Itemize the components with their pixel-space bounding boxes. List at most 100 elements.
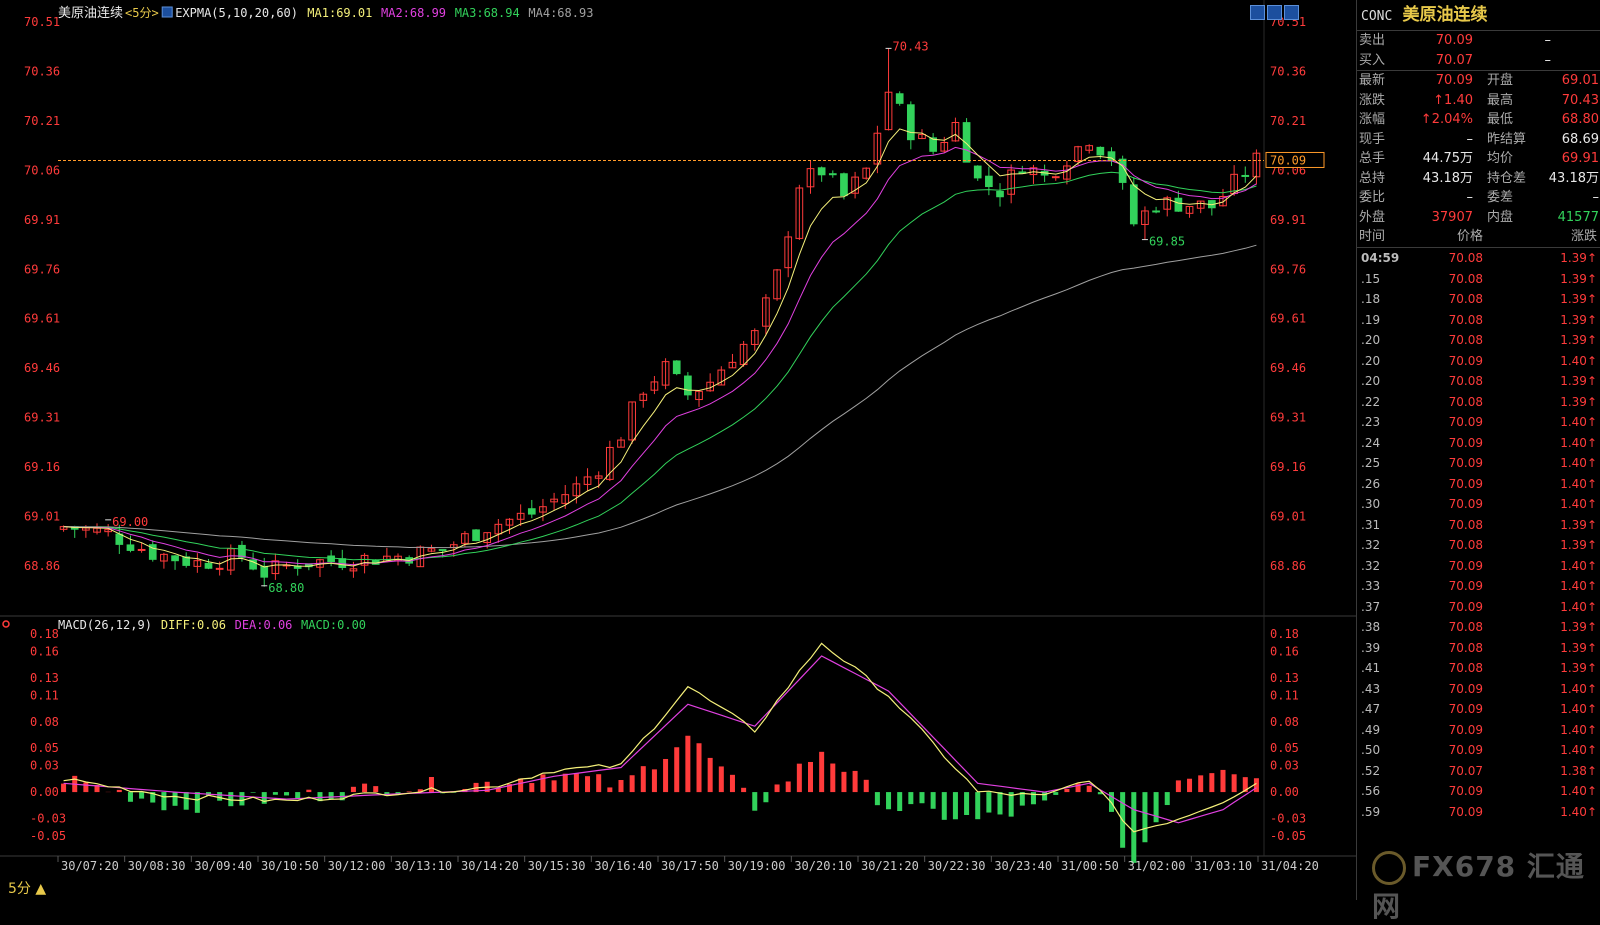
tick-row: .39 70.08 1.39↑ bbox=[1357, 638, 1600, 659]
tick-row: .32 70.08 1.39↑ bbox=[1357, 535, 1600, 556]
tick-change: 1.40↑ bbox=[1560, 456, 1597, 470]
tick-time: .26 bbox=[1361, 476, 1381, 491]
quote-label-2: 委差 bbox=[1487, 190, 1514, 205]
ma1-value: MA1:69.01 bbox=[307, 6, 372, 20]
sell-row: 卖出 70.09 – bbox=[1357, 31, 1600, 51]
time-tick-label: 30/09:40 bbox=[194, 859, 252, 873]
macd-tick-right: 0.16 bbox=[1270, 645, 1299, 659]
candle-body bbox=[762, 297, 770, 327]
quote-label: 总持 bbox=[1359, 170, 1386, 186]
candle-body bbox=[1096, 146, 1105, 156]
tick-time: .23 bbox=[1361, 415, 1381, 429]
candle-body bbox=[906, 104, 915, 141]
tick-list[interactable]: 04:59 70.08 1.39↑ .15 70.08 1.39↑ .18 70.08 1.39… bbox=[1357, 248, 1600, 822]
time-tick-label: 30/08:30 bbox=[128, 859, 186, 873]
price-tick-left: 69.46 bbox=[24, 361, 60, 375]
quote-value-2: 43.18万 bbox=[1548, 170, 1599, 186]
tick-row: .41 70.08 1.39↑ bbox=[1357, 658, 1600, 679]
tick-price: 70.08 bbox=[1448, 517, 1483, 532]
price-tick-left: 69.01 bbox=[24, 510, 60, 524]
macd-diff-value: DIFF:0.06 bbox=[161, 618, 226, 632]
tick-change: 1.39↑ bbox=[1560, 620, 1597, 634]
tick-price: 70.08 bbox=[1448, 374, 1483, 388]
tick-time: .19 bbox=[1361, 312, 1381, 327]
extreme-label: 70.43 bbox=[893, 39, 929, 53]
tick-price: 70.08 bbox=[1448, 640, 1483, 655]
macd-tick-right: 0.03 bbox=[1270, 759, 1299, 773]
tick-row: .26 70.09 1.40↑ bbox=[1357, 474, 1600, 495]
candle-body bbox=[360, 554, 369, 566]
price-tick-left: 70.21 bbox=[24, 114, 60, 128]
buy-label: 买入 bbox=[1359, 52, 1386, 68]
tick-row: .38 70.08 1.39↑ bbox=[1357, 617, 1600, 638]
tick-row: .31 70.08 1.39↑ bbox=[1357, 515, 1600, 536]
zoom-icon[interactable] bbox=[1267, 5, 1282, 20]
time-tick-label: 30/19:00 bbox=[728, 859, 786, 873]
price-tick-right: 68.86 bbox=[1270, 559, 1306, 573]
tick-time: .49 bbox=[1361, 722, 1381, 737]
tick-row: .33 70.09 1.40↑ bbox=[1357, 576, 1600, 597]
candle-body bbox=[427, 548, 436, 552]
quote-row: 总手 44.75万 均价 69.91 bbox=[1357, 149, 1600, 169]
candle-body bbox=[1141, 210, 1149, 225]
quote-label: 涨幅 bbox=[1359, 112, 1386, 127]
ma2-line bbox=[63, 146, 1257, 566]
extreme-label: 69.00 bbox=[112, 515, 148, 529]
quote-value: 43.18万 bbox=[1422, 170, 1473, 186]
price-tick-left: 69.31 bbox=[24, 411, 60, 425]
layout-icon[interactable] bbox=[1250, 5, 1265, 20]
tick-change: 1.40↑ bbox=[1560, 681, 1597, 696]
tick-price: 70.08 bbox=[1448, 312, 1483, 327]
candle-body bbox=[238, 544, 246, 558]
tick-time: .20 bbox=[1361, 353, 1381, 368]
candle-body bbox=[160, 553, 168, 562]
candle-body bbox=[940, 141, 949, 152]
tick-time: .20 bbox=[1361, 333, 1381, 347]
candle-body bbox=[494, 523, 503, 535]
quote-value-2: 69.01 bbox=[1561, 73, 1599, 88]
candle-body bbox=[884, 91, 893, 131]
tick-row: .32 70.09 1.40↑ bbox=[1357, 556, 1600, 577]
tick-change: 1.40↑ bbox=[1560, 497, 1597, 511]
candle-body bbox=[472, 529, 480, 542]
quote-label-2: 最低 bbox=[1487, 112, 1514, 127]
time-tick-label: 30/20:10 bbox=[794, 859, 852, 873]
quote-value: 37907 bbox=[1431, 209, 1473, 225]
macd-tick-left: 0.00 bbox=[30, 785, 59, 799]
candle-body bbox=[527, 508, 536, 515]
tick-price: 70.09 bbox=[1448, 743, 1483, 757]
expma-label: EXPMA(5,10,20,60) bbox=[175, 6, 298, 20]
tick-time: .25 bbox=[1361, 456, 1381, 470]
sell-volume: – bbox=[1544, 33, 1552, 48]
extreme-label: 68.80 bbox=[268, 581, 304, 595]
candle-body bbox=[249, 559, 257, 570]
tick-time: .47 bbox=[1361, 702, 1381, 716]
candle-body bbox=[1085, 145, 1094, 151]
tick-time: .18 bbox=[1361, 292, 1381, 306]
price-tick-right: 69.61 bbox=[1270, 312, 1306, 326]
settings-icon[interactable] bbox=[1284, 5, 1299, 20]
quote-label: 委比 bbox=[1359, 190, 1386, 205]
candle-body bbox=[516, 512, 525, 520]
period-selector[interactable]: 5分 ▲ bbox=[8, 881, 47, 897]
time-tick-label: 30/21:20 bbox=[861, 859, 919, 873]
time-tick-label: 30/14:20 bbox=[461, 859, 519, 873]
quote-row: 涨跌 ↑1.40 最高 70.43 bbox=[1357, 91, 1600, 111]
tick-price: 70.09 bbox=[1448, 415, 1483, 429]
quote-title: CONC 美原油连续 bbox=[1357, 0, 1600, 31]
candle-body bbox=[795, 187, 804, 239]
tick-time: .52 bbox=[1361, 763, 1381, 778]
macd-tick-right: 0.05 bbox=[1270, 741, 1299, 755]
tick-change: 1.39↑ bbox=[1560, 661, 1597, 675]
macd-tick-left: -0.03 bbox=[30, 811, 66, 825]
price-tick-right: 70.21 bbox=[1270, 114, 1306, 128]
candle-body bbox=[996, 190, 1004, 198]
time-tick-label: 31/03:10 bbox=[1194, 859, 1252, 873]
sell-price: 70.09 bbox=[1435, 33, 1473, 48]
quote-label-2: 开盘 bbox=[1487, 73, 1514, 88]
quote-row: 现手 – 昨结算 68.69 bbox=[1357, 130, 1600, 150]
tick-change: 1.39↑ bbox=[1560, 333, 1597, 347]
candle-body bbox=[962, 122, 971, 163]
price-tick-right: 69.91 bbox=[1270, 213, 1306, 227]
